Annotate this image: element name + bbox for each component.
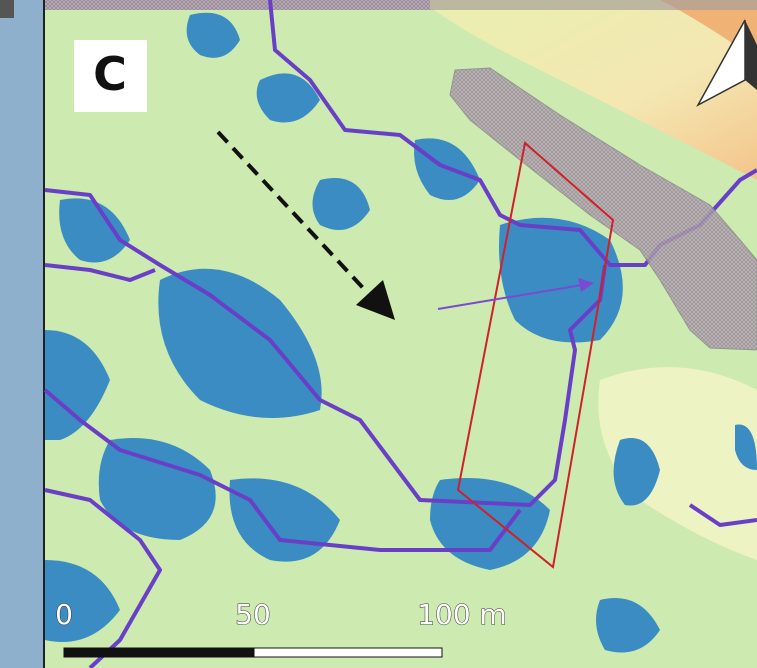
- side-strip: [0, 0, 44, 668]
- panel-label: C: [93, 47, 127, 101]
- scale-label: 0: [55, 598, 73, 631]
- scale-label: 50: [235, 598, 271, 631]
- terrain: [45, 0, 757, 668]
- corner-mark: [0, 0, 14, 18]
- map-figure: C 0 50 100 m: [0, 0, 757, 668]
- page: C 0 50 100 m (() => { const data = JSON.…: [0, 0, 757, 668]
- scale-label: 100 m: [417, 598, 507, 631]
